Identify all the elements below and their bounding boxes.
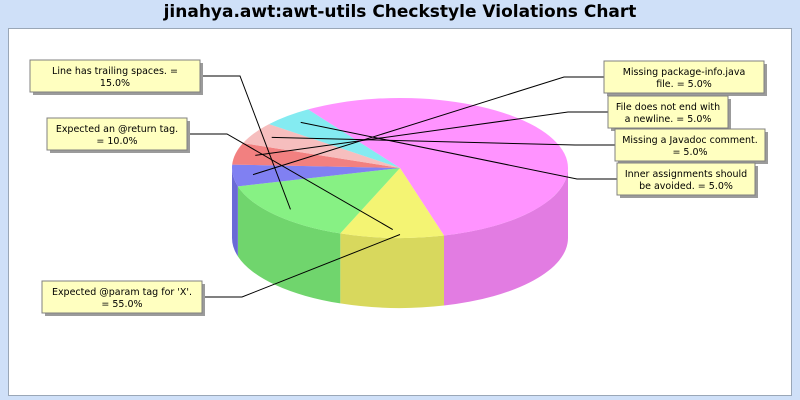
label-connector bbox=[202, 234, 401, 298]
pie-slice-expected-an-return-tag[interactable] bbox=[340, 168, 445, 238]
pie-side-missing-package-info-java-file bbox=[232, 168, 238, 257]
label-box-missing-a-javadoc-comment bbox=[614, 128, 766, 162]
pie-side-expected-an-return-tag bbox=[340, 233, 445, 308]
slice-label-line-has-trailing-spaces: 15.0% bbox=[100, 78, 130, 89]
slice-label-file-does-not-end-with-a-newline: a newline. = 5.0% bbox=[625, 114, 712, 125]
pie-slice-missing-package-info-java-file[interactable] bbox=[232, 164, 400, 187]
slice-label-inner-assignments-should-be-avoided: be avoided. = 5.0% bbox=[639, 181, 733, 192]
pie-slice-expected-param-tag-for-x[interactable] bbox=[308, 97, 569, 236]
label-box-line-has-trailing-spaces bbox=[29, 59, 201, 93]
slice-label-expected-param-tag-for-x: = 55.0% bbox=[101, 299, 142, 310]
slice-label-expected-param-tag-for-x: Expected @param tag for 'X'. bbox=[52, 287, 192, 298]
slice-label-missing-package-info-java-file: Missing package-info.java bbox=[623, 67, 746, 78]
label-connector bbox=[300, 121, 617, 180]
slice-label-file-does-not-end-with-a-newline: File does not end with bbox=[616, 102, 720, 113]
pie-slice-line-has-trailing-spaces[interactable] bbox=[237, 168, 400, 234]
label-connector bbox=[255, 111, 608, 156]
label-box-file-does-not-end-with-a-newline bbox=[607, 95, 729, 129]
label-connector bbox=[187, 133, 393, 230]
label-connector bbox=[271, 136, 615, 146]
pie-slice-file-does-not-end-with-a-newline[interactable] bbox=[232, 143, 400, 168]
slice-label-expected-an-return-tag: Expected an @return tag. bbox=[56, 124, 178, 135]
label-connector bbox=[252, 76, 604, 176]
slice-label-missing-a-javadoc-comment: = 5.0% bbox=[672, 147, 707, 158]
label-box-inner-assignments-should-be-avoided bbox=[616, 162, 756, 196]
label-connector bbox=[200, 75, 291, 210]
pie-side-line-has-trailing-spaces bbox=[237, 186, 341, 304]
pie-side-expected-param-tag-for-x bbox=[444, 168, 568, 306]
slice-label-line-has-trailing-spaces: Line has trailing spaces. = bbox=[52, 66, 178, 77]
slice-label-inner-assignments-should-be-avoided: Inner assignments should bbox=[625, 169, 747, 180]
label-box-expected-an-return-tag bbox=[46, 117, 188, 151]
slice-label-missing-package-info-java-file: file. = 5.0% bbox=[656, 79, 712, 90]
label-box-expected-param-tag-for-x bbox=[41, 280, 203, 314]
label-box-missing-package-info-java-file bbox=[603, 60, 765, 94]
chart-title: jinahya.awt:awt-utils Checkstyle Violati… bbox=[163, 2, 637, 22]
slice-label-missing-a-javadoc-comment: Missing a Javadoc comment. bbox=[622, 135, 758, 146]
slice-label-expected-an-return-tag: = 10.0% bbox=[96, 136, 137, 147]
